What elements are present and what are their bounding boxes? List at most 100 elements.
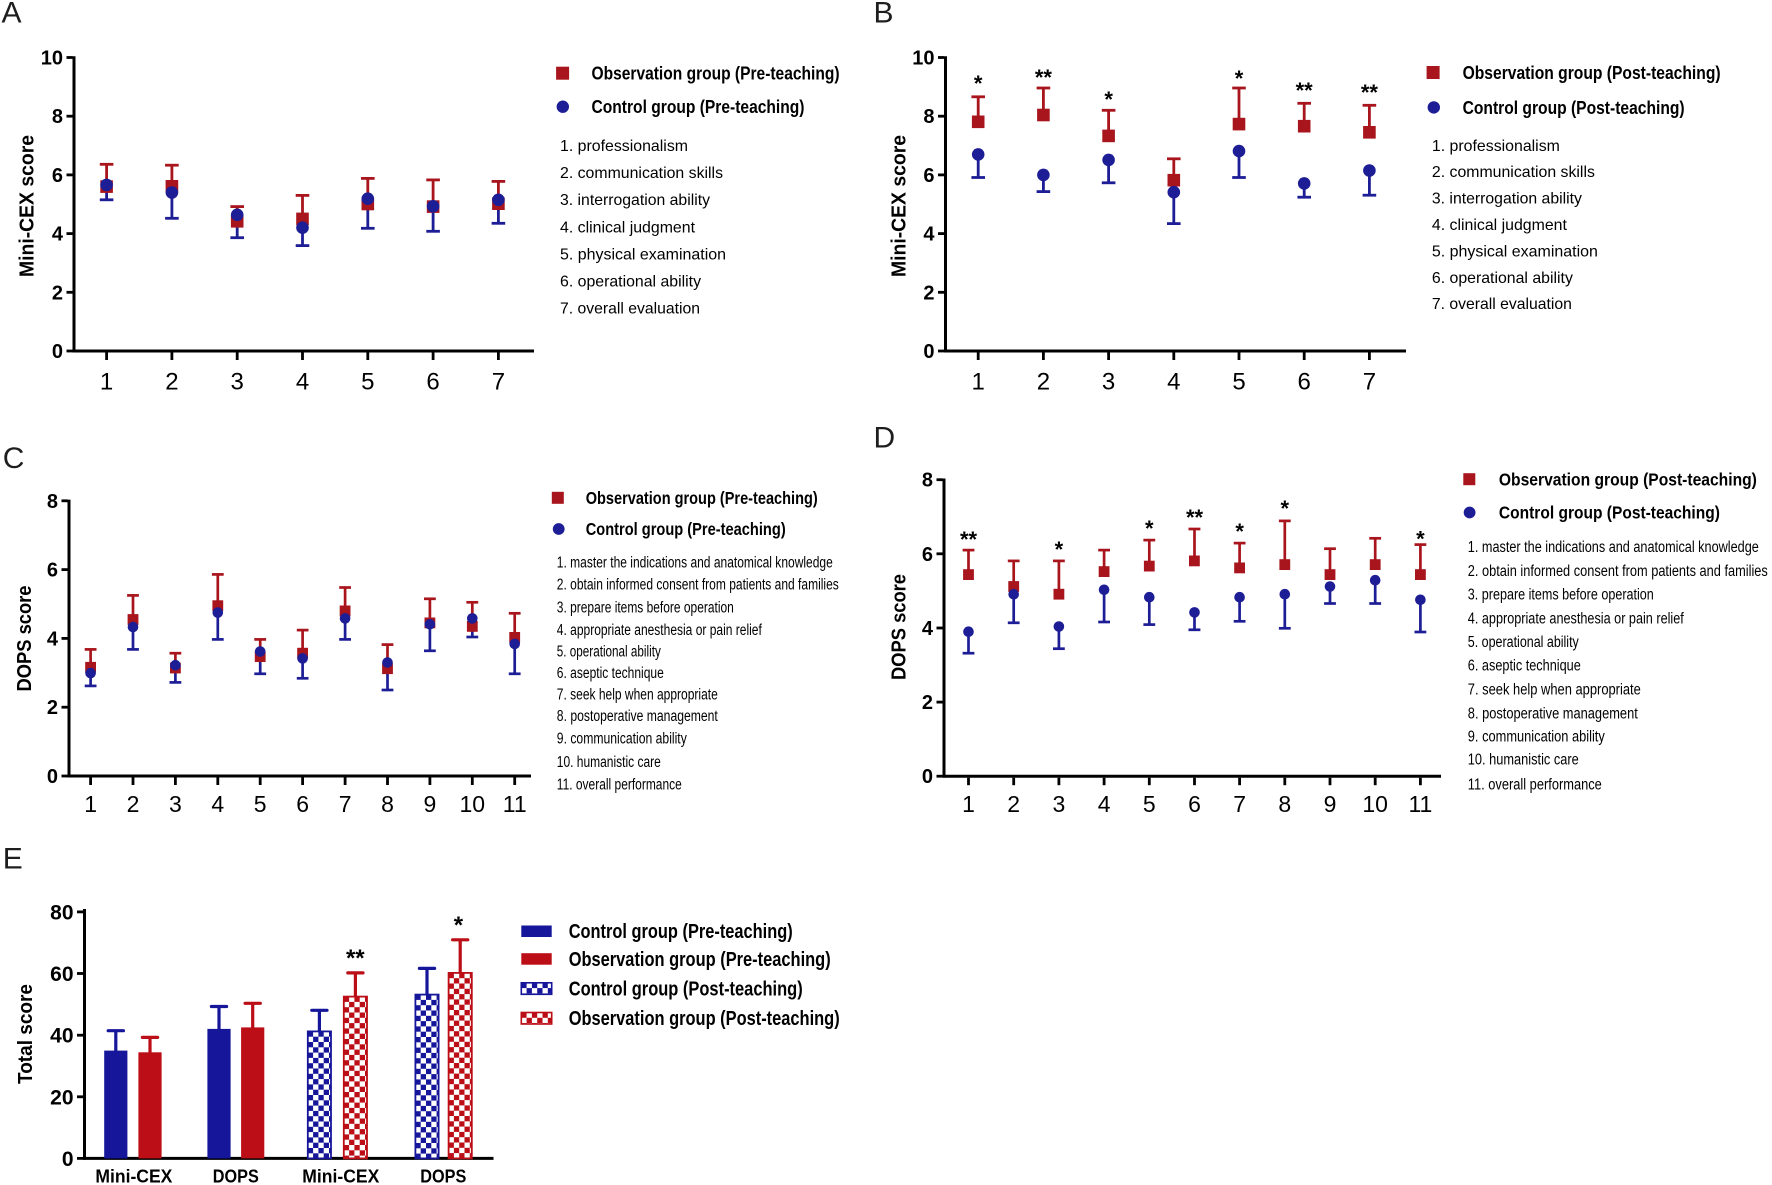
svg-text:8: 8 xyxy=(1278,791,1291,817)
svg-text:3. interrogation ability: 3. interrogation ability xyxy=(560,192,710,209)
svg-text:4: 4 xyxy=(1167,369,1180,396)
svg-text:7: 7 xyxy=(339,791,352,817)
svg-text:6: 6 xyxy=(1188,791,1201,817)
svg-text:*: * xyxy=(1416,527,1425,552)
svg-text:Control group (Post-teaching): Control group (Post-teaching) xyxy=(1463,97,1685,118)
svg-text:5: 5 xyxy=(1143,791,1156,817)
svg-text:**: ** xyxy=(1035,65,1053,90)
svg-text:1. master the indications and: 1. master the indications and anatomical… xyxy=(557,554,833,571)
svg-text:2: 2 xyxy=(1007,791,1020,817)
svg-text:8. postoperative management: 8. postoperative management xyxy=(1468,705,1639,722)
svg-text:4: 4 xyxy=(1098,791,1111,817)
svg-text:10. humanistic care: 10. humanistic care xyxy=(1468,752,1579,769)
svg-text:1: 1 xyxy=(84,791,97,817)
svg-text:9: 9 xyxy=(424,791,437,817)
svg-text:3: 3 xyxy=(231,369,244,396)
svg-text:7. overall evaluation: 7. overall evaluation xyxy=(560,301,700,318)
svg-text:Observation group (Pre-teachin: Observation group (Pre-teaching) xyxy=(569,949,831,971)
svg-text:Observation group (Post-teachi: Observation group (Post-teaching) xyxy=(569,1008,840,1030)
svg-text:1. professionalism: 1. professionalism xyxy=(1432,138,1560,155)
svg-text:7: 7 xyxy=(1363,369,1376,396)
svg-text:8. postoperative management: 8. postoperative management xyxy=(557,708,719,725)
svg-text:4. appropriate anesthesia or p: 4. appropriate anesthesia or pain relief xyxy=(1468,611,1685,628)
svg-text:4. clinical judgment: 4. clinical judgment xyxy=(560,219,696,236)
svg-text:10: 10 xyxy=(912,48,934,70)
svg-text:5: 5 xyxy=(1232,369,1245,396)
svg-text:4: 4 xyxy=(52,224,64,246)
svg-text:Control group (Pre-teaching): Control group (Pre-teaching) xyxy=(569,921,793,943)
svg-text:**: ** xyxy=(1186,505,1204,530)
svg-text:1: 1 xyxy=(962,791,975,817)
svg-text:20: 20 xyxy=(50,1086,73,1109)
svg-text:80: 80 xyxy=(50,901,73,924)
svg-text:Observation group (Post-teachi: Observation group (Post-teaching) xyxy=(1463,62,1721,83)
svg-text:8: 8 xyxy=(52,106,63,128)
svg-text:**: ** xyxy=(1361,80,1379,105)
svg-text:0: 0 xyxy=(922,766,933,788)
svg-text:5: 5 xyxy=(361,369,374,396)
svg-text:Control group (Pre-teaching): Control group (Pre-teaching) xyxy=(592,96,805,117)
svg-text:**: ** xyxy=(1296,78,1314,103)
svg-text:C: C xyxy=(3,442,25,475)
svg-text:9: 9 xyxy=(1324,791,1337,817)
svg-text:4: 4 xyxy=(922,618,934,640)
svg-text:DOPS score: DOPS score xyxy=(14,586,36,692)
svg-text:7. overall evaluation: 7. overall evaluation xyxy=(1432,296,1572,313)
svg-text:6: 6 xyxy=(296,791,309,817)
svg-text:*: * xyxy=(1281,496,1290,521)
svg-text:10: 10 xyxy=(460,791,486,817)
svg-text:11. overall performance: 11. overall performance xyxy=(1468,776,1602,793)
svg-text:5. operational ability: 5. operational ability xyxy=(557,644,661,661)
svg-text:11: 11 xyxy=(1408,791,1432,817)
svg-text:2: 2 xyxy=(165,369,178,396)
svg-text:*: * xyxy=(1145,516,1154,541)
svg-text:6: 6 xyxy=(52,165,63,187)
svg-text:2. obtain informed consent fro: 2. obtain informed consent from patients… xyxy=(557,577,839,594)
svg-text:B: B xyxy=(874,0,894,30)
svg-text:5. physical examination: 5. physical examination xyxy=(1432,243,1598,260)
svg-text:2: 2 xyxy=(1037,369,1050,396)
svg-text:Mini-CEX score: Mini-CEX score xyxy=(889,135,911,277)
svg-text:7: 7 xyxy=(492,369,505,396)
svg-text:8: 8 xyxy=(47,491,58,513)
svg-text:Observation group (Post-teachi: Observation group (Post-teaching) xyxy=(1499,469,1757,489)
svg-text:10. humanistic care: 10. humanistic care xyxy=(557,754,661,771)
svg-text:6: 6 xyxy=(426,369,439,396)
svg-text:6: 6 xyxy=(923,165,934,187)
svg-text:4: 4 xyxy=(923,224,935,246)
svg-text:3. interrogation ability: 3. interrogation ability xyxy=(1432,191,1582,208)
svg-text:DOPS score: DOPS score xyxy=(889,574,911,680)
svg-text:6. aseptic technique: 6. aseptic technique xyxy=(1468,658,1581,675)
svg-text:Observation group (Pre-teachin: Observation group (Pre-teaching) xyxy=(592,63,840,84)
svg-text:60: 60 xyxy=(50,963,73,986)
svg-text:0: 0 xyxy=(52,341,63,363)
svg-text:3: 3 xyxy=(1053,791,1066,817)
svg-text:Mini-CEX score: Mini-CEX score xyxy=(17,135,39,277)
svg-text:4. clinical judgment: 4. clinical judgment xyxy=(1432,217,1568,234)
svg-text:1: 1 xyxy=(100,369,113,396)
svg-text:A: A xyxy=(2,0,22,30)
svg-text:1. professionalism: 1. professionalism xyxy=(560,138,688,155)
svg-text:5: 5 xyxy=(254,791,267,817)
svg-text:1: 1 xyxy=(972,369,985,396)
svg-text:*: * xyxy=(1104,87,1113,112)
svg-text:6: 6 xyxy=(1298,369,1311,396)
svg-text:0: 0 xyxy=(47,766,58,788)
svg-text:4: 4 xyxy=(211,791,224,817)
svg-text:3: 3 xyxy=(169,791,182,817)
svg-text:3. prepare items before operat: 3. prepare items before operation xyxy=(1468,587,1654,604)
svg-text:8: 8 xyxy=(922,470,933,492)
svg-text:6. operational ability: 6. operational ability xyxy=(1432,270,1573,287)
svg-text:2: 2 xyxy=(923,282,934,304)
svg-text:Total score: Total score xyxy=(15,984,37,1084)
svg-text:DOPS: DOPS xyxy=(420,1166,466,1185)
svg-text:5. operational ability: 5. operational ability xyxy=(1468,634,1579,651)
svg-text:6. operational ability: 6. operational ability xyxy=(560,274,701,291)
svg-text:Control group (Post-teaching): Control group (Post-teaching) xyxy=(569,979,803,1001)
svg-text:2: 2 xyxy=(127,791,140,817)
svg-text:0: 0 xyxy=(62,1148,74,1171)
svg-text:5. physical examination: 5. physical examination xyxy=(560,246,726,263)
svg-text:7. seek help when appropriate: 7. seek help when appropriate xyxy=(557,687,718,704)
svg-text:3: 3 xyxy=(1102,369,1115,396)
svg-text:4: 4 xyxy=(47,628,59,650)
